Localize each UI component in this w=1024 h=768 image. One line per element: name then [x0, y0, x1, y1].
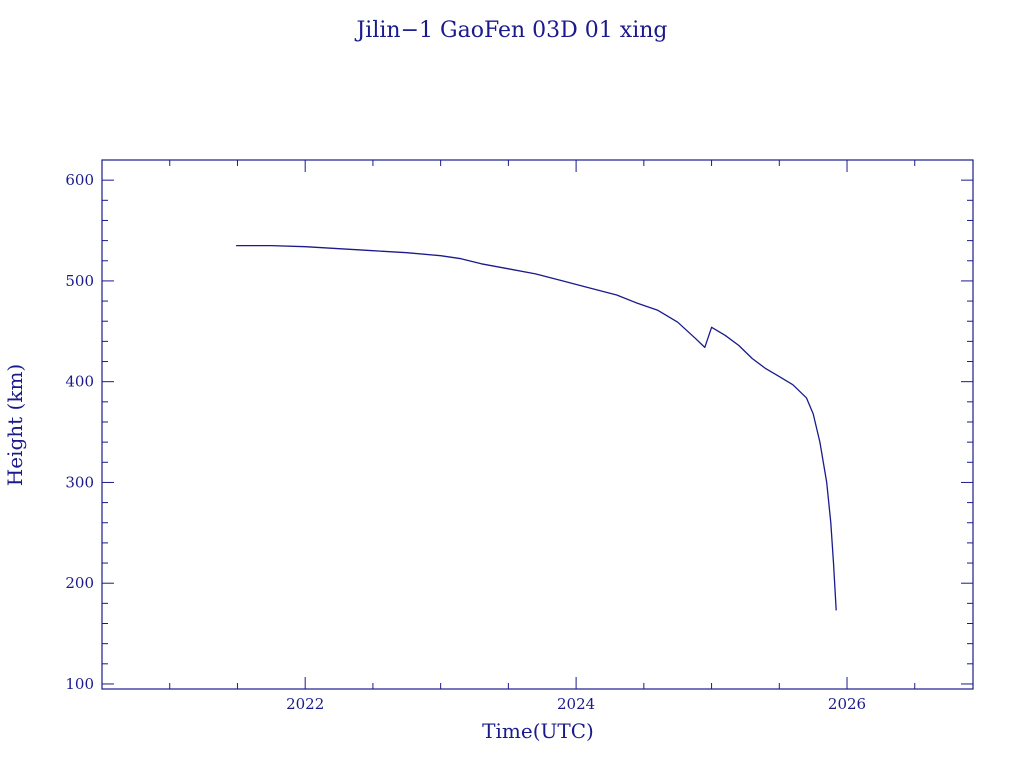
x-tick-label: 2024	[557, 695, 595, 713]
y-tick-label: 600	[65, 171, 94, 189]
tick-labels: 100 200 300 400 500 600 2022 2024 2026	[65, 171, 866, 713]
chart-title: Jilin−1 GaoFen 03D 01 xing	[354, 18, 667, 43]
series-line	[236, 244, 837, 611]
y-tick-label: 100	[65, 675, 94, 693]
y-tick-label: 400	[65, 373, 94, 391]
y-tick-label: 500	[65, 272, 94, 290]
axis-ticks	[102, 159, 973, 689]
x-tick-label: 2022	[286, 695, 324, 713]
y-tick-label: 300	[65, 473, 94, 491]
x-tick-label: 2026	[828, 695, 866, 713]
x-axis-label: Time(UTC)	[482, 719, 594, 743]
plot-frame	[101, 159, 974, 690]
y-tick-label: 200	[65, 574, 94, 592]
y-axis-label: Height (km)	[3, 364, 27, 486]
